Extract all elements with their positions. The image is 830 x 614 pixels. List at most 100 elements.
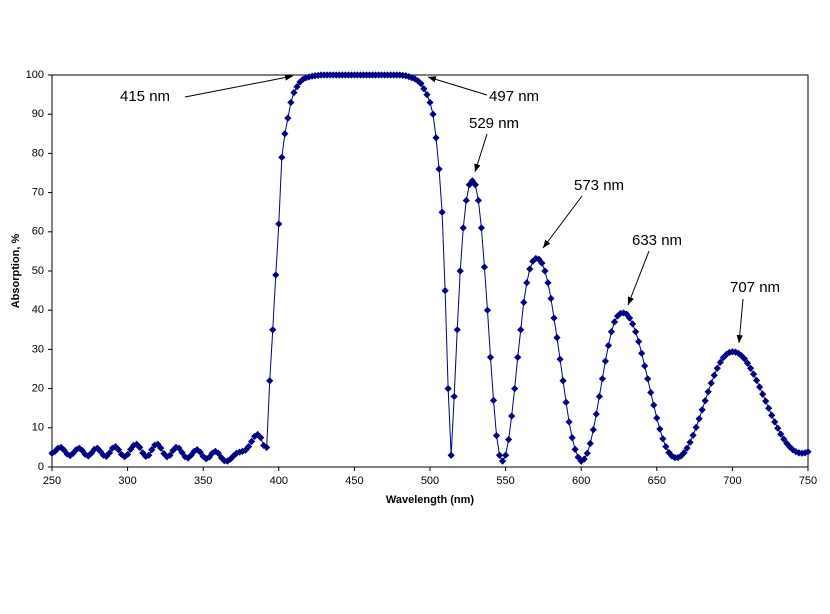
data-point [423, 91, 431, 99]
y-tick-label: 70 [32, 187, 44, 199]
y-axis-title: Absorption, % [10, 234, 22, 309]
data-point [293, 83, 301, 91]
annotation: 529 nm [469, 115, 519, 132]
data-point [477, 224, 486, 232]
annotation: 415 nm [120, 88, 170, 105]
annotation-arrow [736, 298, 744, 344]
data-point [438, 208, 446, 216]
data-point [692, 423, 700, 432]
data-point [632, 328, 640, 336]
data-point [792, 448, 800, 456]
data-point [746, 364, 755, 372]
data-point [456, 267, 464, 275]
data-point [544, 279, 552, 287]
data-point [492, 432, 501, 440]
data-point [163, 453, 171, 461]
annotation-arrow [627, 250, 650, 306]
data-point [93, 444, 101, 452]
data-point [114, 446, 123, 454]
data-point [674, 453, 682, 462]
data-point [72, 446, 80, 454]
data-point [105, 449, 114, 457]
x-tick-label: 650 [648, 475, 666, 487]
data-point [659, 435, 667, 443]
data-point [148, 446, 156, 454]
data-point [759, 390, 767, 398]
data-point [241, 446, 250, 454]
annotation-arrow [184, 74, 294, 98]
data-point [680, 449, 688, 457]
data-point [166, 451, 174, 459]
data-point [69, 449, 77, 457]
data-point [707, 379, 715, 387]
data-point [541, 267, 549, 275]
x-tick-label: 550 [496, 475, 514, 487]
data-point [665, 448, 673, 457]
data-point [284, 114, 292, 122]
data-point [656, 425, 664, 433]
x-tick-label: 250 [43, 475, 61, 487]
data-point [535, 255, 543, 263]
data-point [722, 350, 730, 359]
data-point [471, 181, 479, 189]
data-point [290, 89, 298, 97]
data-point [99, 451, 108, 459]
data-point [641, 362, 649, 370]
data-point [75, 444, 83, 452]
data-point [287, 98, 295, 107]
data-point [435, 165, 443, 173]
x-tick-label: 300 [118, 475, 136, 487]
data-point [266, 377, 274, 385]
data-point [120, 453, 129, 461]
data-point [447, 451, 455, 459]
data-point [226, 455, 235, 463]
data-point [607, 328, 616, 336]
data-point [583, 449, 591, 457]
x-tick-label: 700 [723, 475, 741, 487]
data-point [498, 457, 507, 465]
data-point [644, 375, 652, 383]
data-point [777, 430, 785, 438]
data-point [743, 359, 752, 367]
data-point [589, 426, 597, 434]
annotation-arrow [474, 133, 488, 173]
data-point [695, 415, 703, 423]
data-point [592, 410, 600, 418]
data-point [459, 224, 467, 232]
x-tick-label: 600 [572, 475, 590, 487]
data-point [604, 341, 613, 350]
data-point [756, 383, 764, 391]
data-point [169, 446, 177, 455]
data-point [480, 263, 489, 271]
data-point [765, 404, 773, 412]
data-point [683, 444, 691, 452]
data-point [133, 440, 141, 448]
data-point [701, 397, 709, 405]
annotation-arrow [427, 76, 488, 96]
y-tick-label: 20 [32, 383, 44, 395]
data-point [647, 388, 655, 397]
data-point [668, 452, 676, 460]
data-point [598, 375, 606, 383]
data-point [432, 134, 440, 142]
data-point [420, 85, 428, 93]
data-point [529, 257, 537, 265]
data-point [774, 424, 782, 432]
data-point [263, 443, 271, 451]
data-point [520, 298, 528, 306]
data-point [483, 306, 492, 314]
data-point [63, 450, 71, 458]
data-point [662, 443, 670, 451]
data-point [526, 265, 534, 273]
data-point [505, 435, 513, 444]
data-point [272, 271, 280, 279]
y-tick-label: 0 [38, 461, 44, 473]
data-point [417, 80, 425, 88]
data-point [429, 110, 437, 118]
data-point [523, 279, 531, 287]
data-point [151, 441, 159, 449]
data-point [275, 220, 283, 228]
data-point [87, 449, 95, 457]
data-point [508, 412, 516, 420]
data-point [486, 353, 495, 361]
